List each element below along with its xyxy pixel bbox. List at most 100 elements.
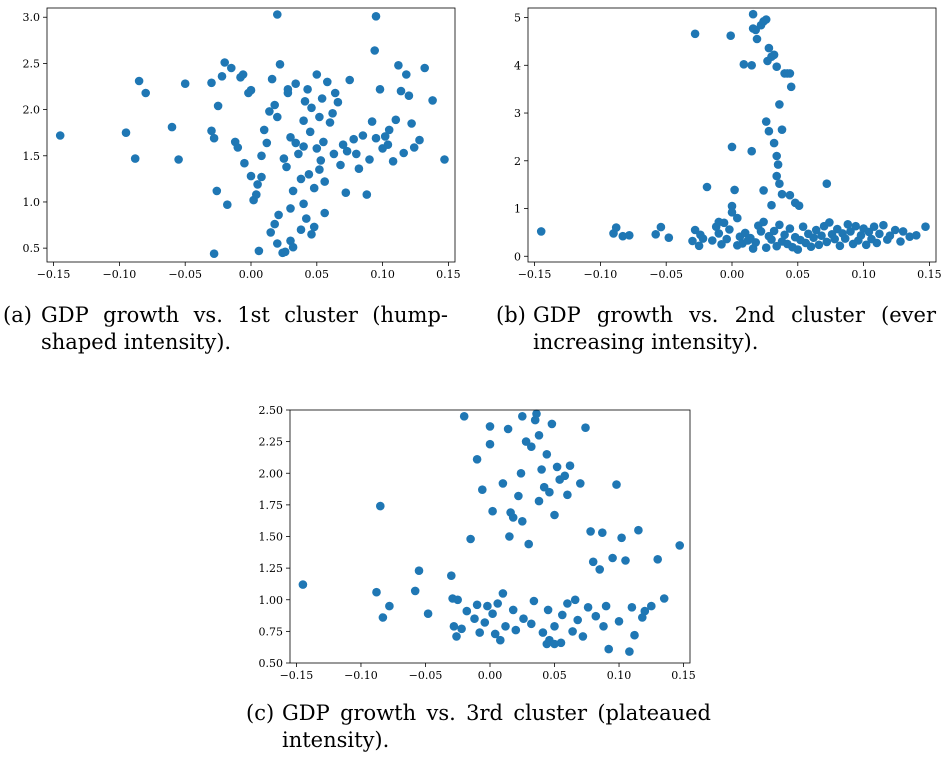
scatter-point [121, 128, 131, 137]
scatter-point [180, 79, 190, 88]
scatter-point [130, 154, 140, 163]
scatter-point [309, 183, 319, 193]
caption-a: (a) GDP growth vs. 1st cluster (hump-sha… [3, 302, 448, 362]
scatter-point [286, 133, 295, 142]
scatter-point [740, 228, 750, 238]
scatter-point [296, 174, 306, 184]
caption-b-tag: (b) [496, 303, 526, 327]
scatter-point [664, 233, 674, 242]
y-tick-label: 2.5 [23, 57, 41, 70]
scatter-point [748, 9, 758, 19]
y-tick-label: 2 [514, 155, 521, 168]
scatter-point [851, 221, 860, 231]
scatter-point [822, 179, 832, 188]
scatter-point [273, 112, 282, 122]
y-tick-label: 0 [514, 250, 521, 263]
scatter-point [213, 101, 223, 111]
scatter-point [251, 190, 261, 199]
x-tick-label: 0.05 [305, 268, 330, 281]
scatter-point [717, 240, 726, 249]
x-tick-label: −0.05 [168, 268, 202, 281]
scatter-point [459, 412, 469, 421]
x-tick-label: 0.10 [370, 268, 395, 281]
x-tick-label: −0.15 [280, 669, 314, 682]
scatter-point [534, 496, 544, 506]
scatter-point [647, 601, 656, 611]
scatter-point [372, 587, 381, 597]
scatter-point [298, 580, 308, 589]
scatter-point [380, 132, 390, 141]
scatter-point [462, 606, 472, 616]
scatter-point [288, 242, 298, 252]
scatter-point [542, 450, 552, 459]
scatter-point [383, 140, 393, 149]
scatter-point [751, 238, 760, 247]
scatter-point [279, 154, 289, 163]
scatter-point [785, 190, 795, 200]
scatter-point [659, 594, 669, 603]
scatter-point [342, 146, 352, 156]
scatter-point [349, 134, 359, 144]
scatter-point [560, 471, 570, 481]
x-tick-label: −0.10 [103, 268, 137, 281]
scatter-point [739, 60, 749, 69]
scatter-point [472, 455, 482, 464]
scatter-point [253, 180, 262, 189]
scatter-point [714, 229, 724, 238]
scatter-point [428, 96, 437, 105]
scatter-point [601, 601, 611, 611]
scatter-point [786, 82, 796, 92]
scatter-point [283, 88, 293, 98]
scatter-point [794, 201, 804, 210]
subplot-c: −0.15 −0.10 −0.05 0.00 0.05 0.10 0.15 0.50 0.75 1… [240, 392, 700, 682]
scatter-point [266, 228, 276, 237]
scatter-point [570, 595, 580, 605]
scatter-point [371, 11, 381, 21]
caption-b-text: GDP growth vs. 2nd cluster (ever increas… [533, 303, 936, 354]
caption-c: (c) GDP growth vs. 3rd cluster (plateaue… [246, 700, 711, 760]
x-tick-label: −0.15 [518, 268, 552, 281]
scatter-point [608, 553, 617, 563]
scatter-point [534, 431, 544, 440]
scatter-point [174, 155, 183, 164]
x-tick-label: 0.10 [607, 669, 632, 682]
scatter-point [775, 220, 784, 230]
scatter-point [514, 491, 523, 501]
scatter-point [542, 639, 552, 649]
scatter-point [651, 230, 660, 239]
scatter-point [394, 61, 403, 70]
scatter-point [167, 122, 177, 132]
scatter-point [890, 225, 900, 235]
scatter-point [307, 230, 316, 239]
scatter-points [536, 9, 930, 254]
scatter-point [611, 223, 621, 232]
scatter-point [267, 74, 277, 84]
scatter-point [694, 241, 704, 251]
scatter-point [362, 190, 372, 199]
scatter-point [440, 155, 449, 164]
scatter-point [573, 615, 582, 625]
scatter-point [410, 586, 420, 596]
scatter-point [550, 639, 559, 649]
scatter-point [835, 241, 845, 251]
scatter-point [371, 133, 381, 143]
scatter-point [388, 157, 398, 166]
scatter-point [630, 630, 639, 640]
caption-a-text: GDP growth vs. 1st cluster (hump-shaped … [41, 303, 448, 354]
y-tick-label: 3.0 [23, 11, 41, 24]
scatter-point [856, 231, 866, 240]
scatter-point [282, 162, 291, 172]
scatter-point [625, 231, 634, 240]
scatter-point [773, 160, 783, 169]
scatter-point [708, 236, 717, 245]
x-tick-label: −0.10 [584, 268, 618, 281]
scatter-point [840, 234, 850, 243]
scatter-point [358, 131, 368, 140]
scatter-point [785, 69, 795, 78]
scatter-point [449, 622, 459, 631]
scatter-point [296, 225, 306, 234]
scatter-point [453, 595, 462, 605]
scatter-point [702, 182, 712, 192]
scatter-point [727, 208, 737, 217]
scatter-point [621, 556, 630, 565]
